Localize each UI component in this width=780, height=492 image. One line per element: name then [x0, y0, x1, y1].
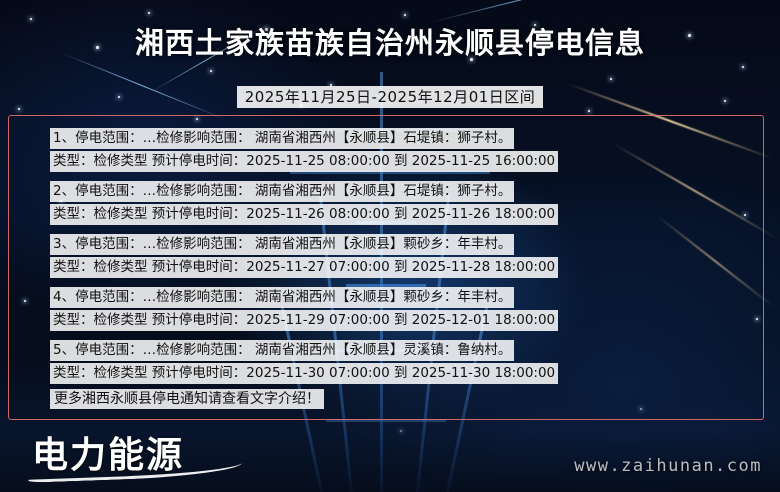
date-range-text: 2025年11月25日-2025年12月01日区间 — [236, 86, 544, 108]
outage-detail: 类型：检修类型 预计停电时间：2025-11-27 07:00:00 到 202… — [50, 257, 559, 278]
outage-list: 1、停电范围：…检修影响范围： 湖南省湘西州【永顺县】石堤镇：狮子村。 类型：检… — [50, 128, 722, 393]
list-item: 4、停电范围：…检修影响范围： 湖南省湘西州【永顺县】颗砂乡：年丰村。 类型：检… — [50, 287, 722, 331]
outage-scope: 4、停电范围：…检修影响范围： 湖南省湘西州【永顺县】颗砂乡：年丰村。 — [50, 287, 515, 308]
outage-scope: 5、停电范围：…检修影响范围： 湖南省湘西州【永顺县】灵溪镇：鲁纳村。 — [50, 340, 515, 361]
list-item: 2、停电范围：…检修影响范围： 湖南省湘西州【永顺县】石堤镇：狮子村。 类型：检… — [50, 181, 722, 225]
page-title: 湘西土家族苗族自治州永顺县停电信息 — [134, 26, 645, 60]
brand-logo-text: 电力能源 — [32, 435, 185, 476]
footer-note-text: 更多湘西永顺县停电通知请查看文字介绍！ — [50, 389, 324, 409]
footer-note: 更多湘西永顺县停电通知请查看文字介绍！ — [50, 388, 324, 409]
outage-detail: 类型：检修类型 预计停电时间：2025-11-29 07:00:00 到 202… — [50, 310, 559, 331]
list-item: 5、停电范围：…检修影响范围： 湖南省湘西州【永顺县】灵溪镇：鲁纳村。 类型：检… — [50, 340, 722, 384]
list-item: 1、停电范围：…检修影响范围： 湖南省湘西州【永顺县】石堤镇：狮子村。 类型：检… — [50, 128, 722, 172]
outage-detail: 类型：检修类型 预计停电时间：2025-11-25 08:00:00 到 202… — [50, 151, 559, 172]
list-item: 3、停电范围：…检修影响范围： 湖南省湘西州【永顺县】颗砂乡：年丰村。 类型：检… — [50, 234, 722, 278]
brand-logo: 电力能源 — [26, 424, 256, 483]
outage-scope: 1、停电范围：…检修影响范围： 湖南省湘西州【永顺县】石堤镇：狮子村。 — [50, 128, 515, 149]
outage-scope: 3、停电范围：…检修影响范围： 湖南省湘西州【永顺县】颗砂乡：年丰村。 — [50, 234, 515, 255]
outage-detail: 类型：检修类型 预计停电时间：2025-11-26 08:00:00 到 202… — [50, 204, 559, 225]
outage-scope: 2、停电范围：…检修影响范围： 湖南省湘西州【永顺县】石堤镇：狮子村。 — [50, 181, 515, 202]
outage-detail: 类型：检修类型 预计停电时间：2025-11-30 07:00:00 到 202… — [50, 363, 559, 384]
site-watermark: www.zaihunan.com — [574, 456, 762, 476]
date-range-banner: 2025年11月25日-2025年12月01日区间 — [0, 86, 780, 108]
